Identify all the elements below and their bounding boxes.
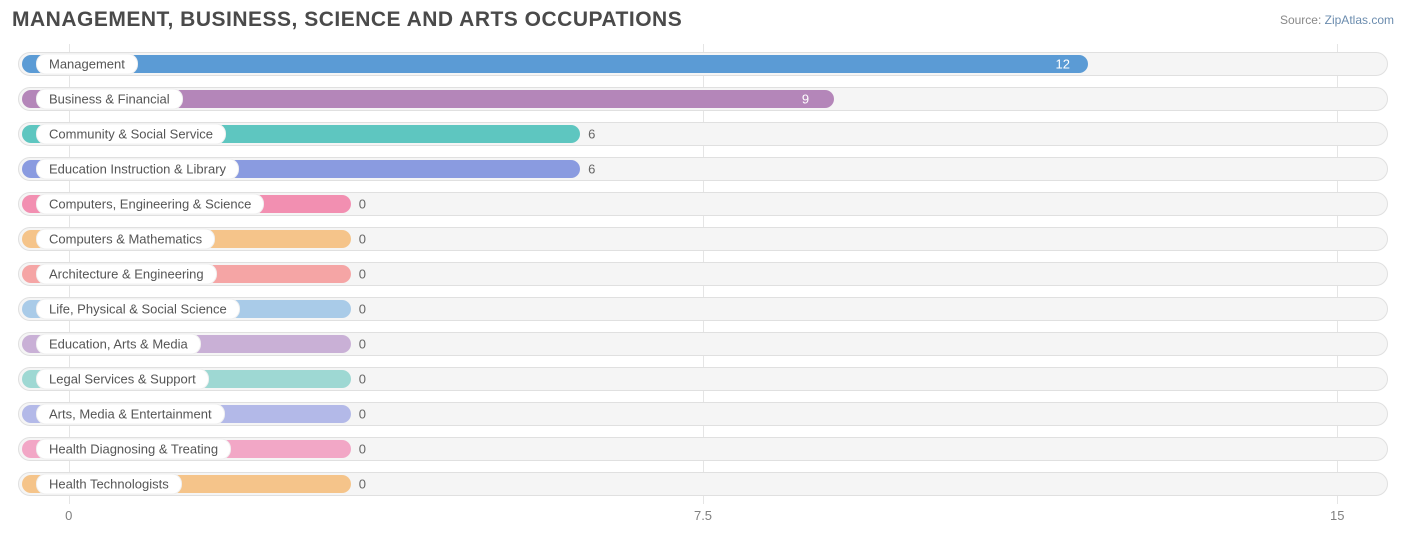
bar-value: 0 xyxy=(359,407,366,422)
bar-label: Business & Financial xyxy=(36,89,183,110)
source-link[interactable]: ZipAtlas.com xyxy=(1325,13,1394,27)
bar-row: Life, Physical & Social Science 0 xyxy=(18,295,1388,323)
bar-value: 0 xyxy=(359,232,366,247)
bar-row: Management 12 xyxy=(18,50,1388,78)
bar-row: Education, Arts & Media 0 xyxy=(18,330,1388,358)
bar xyxy=(22,55,1088,73)
chart-title: MANAGEMENT, BUSINESS, SCIENCE AND ARTS O… xyxy=(12,8,682,32)
bar-value: 0 xyxy=(359,197,366,212)
x-axis: 0 7.5 15 xyxy=(18,508,1388,528)
source-attribution: Source: ZipAtlas.com xyxy=(1280,13,1394,27)
bar-label: Health Diagnosing & Treating xyxy=(36,439,231,460)
chart-header: MANAGEMENT, BUSINESS, SCIENCE AND ARTS O… xyxy=(12,8,1394,32)
x-tick-label: 15 xyxy=(1330,508,1344,523)
bars-group: Management 12 Business & Financial 9 Communi… xyxy=(18,50,1388,498)
bar-value: 0 xyxy=(359,267,366,282)
bar-label: Legal Services & Support xyxy=(36,369,209,390)
bar-label: Arts, Media & Entertainment xyxy=(36,404,225,425)
x-tick-label: 0 xyxy=(65,508,72,523)
bar-value: 6 xyxy=(588,127,595,142)
bar-row: Arts, Media & Entertainment 0 xyxy=(18,400,1388,428)
chart-container: MANAGEMENT, BUSINESS, SCIENCE AND ARTS O… xyxy=(0,0,1406,558)
source-label: Source: xyxy=(1280,13,1321,27)
bar-row: Community & Social Service 6 xyxy=(18,120,1388,148)
bar-label: Management xyxy=(36,54,138,75)
bar-label: Architecture & Engineering xyxy=(36,264,217,285)
chart-area: Management 12 Business & Financial 9 Communi… xyxy=(12,44,1394,534)
bar-value: 9 xyxy=(802,92,809,107)
bar-value: 0 xyxy=(359,442,366,457)
bar-label: Education Instruction & Library xyxy=(36,159,239,180)
x-tick-label: 7.5 xyxy=(694,508,712,523)
plot-region: Management 12 Business & Financial 9 Communi… xyxy=(18,44,1388,504)
bar-row: Computers & Mathematics 0 xyxy=(18,225,1388,253)
bar-row: Health Technologists 0 xyxy=(18,470,1388,498)
bar-value: 0 xyxy=(359,302,366,317)
bar-row: Business & Financial 9 xyxy=(18,85,1388,113)
bar-row: Architecture & Engineering 0 xyxy=(18,260,1388,288)
bar-row: Education Instruction & Library 6 xyxy=(18,155,1388,183)
bar-label: Life, Physical & Social Science xyxy=(36,299,240,320)
bar-label: Computers, Engineering & Science xyxy=(36,194,264,215)
bar-label: Community & Social Service xyxy=(36,124,226,145)
bar-value: 6 xyxy=(588,162,595,177)
bar-row: Legal Services & Support 0 xyxy=(18,365,1388,393)
bar-label: Health Technologists xyxy=(36,474,182,495)
bar-value: 0 xyxy=(359,337,366,352)
bar-row: Health Diagnosing & Treating 0 xyxy=(18,435,1388,463)
bar-value: 12 xyxy=(1056,57,1070,72)
bar-label: Education, Arts & Media xyxy=(36,334,201,355)
bar-value: 0 xyxy=(359,372,366,387)
bar-row: Computers, Engineering & Science 0 xyxy=(18,190,1388,218)
bar-label: Computers & Mathematics xyxy=(36,229,215,250)
bar-value: 0 xyxy=(359,477,366,492)
